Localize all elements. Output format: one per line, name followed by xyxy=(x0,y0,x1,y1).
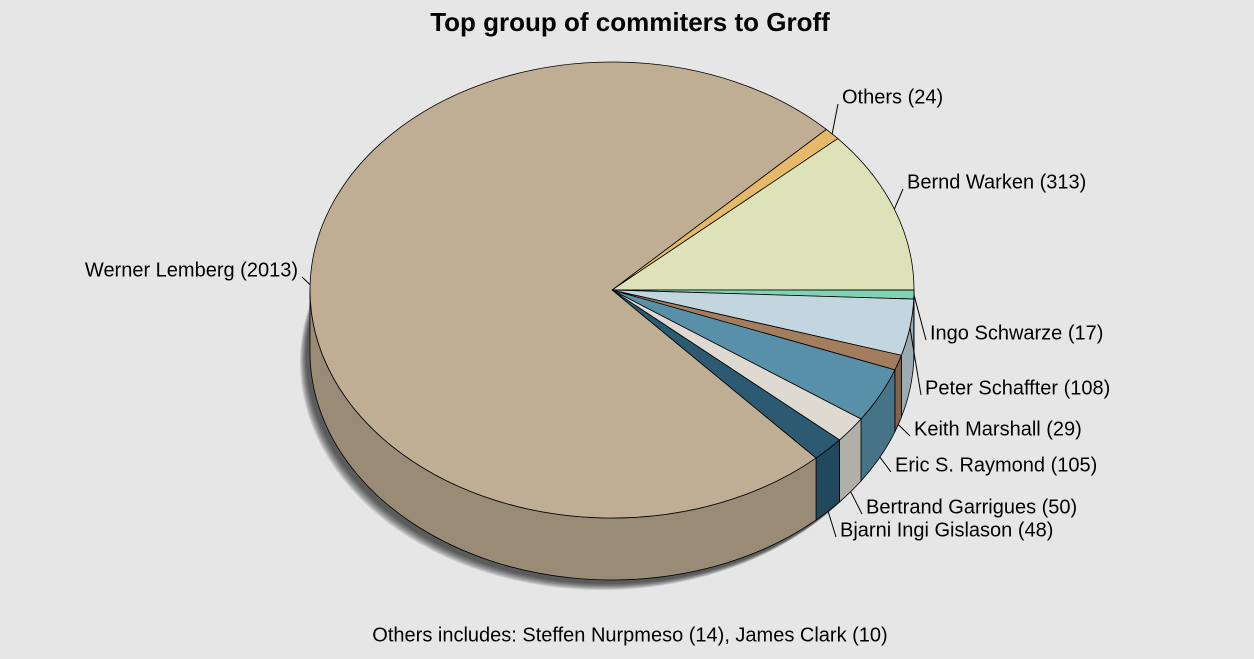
chart-title: Top group of commiters to Groff xyxy=(430,7,830,37)
leader-line xyxy=(827,511,837,538)
leader-line xyxy=(897,424,911,437)
footnote: Others includes: Steffen Nurpmeso (14), … xyxy=(372,624,887,646)
slice-label: Peter Schaffter (108) xyxy=(925,377,1110,399)
leader-line xyxy=(879,456,892,473)
slice-label: Eric S. Raymond (105) xyxy=(895,454,1097,476)
leader-line xyxy=(850,491,863,515)
slice-label: Keith Marshall (29) xyxy=(914,418,1082,440)
slice-label: Others (24) xyxy=(842,86,943,108)
leader-line xyxy=(301,276,311,286)
leader-line xyxy=(909,327,922,396)
leader-line xyxy=(831,103,839,135)
leader-line xyxy=(893,188,904,210)
slice-label: Bjarni Ingi Gislason (48) xyxy=(840,519,1053,541)
leader-line xyxy=(913,294,927,341)
slice-label: Werner Lemberg (2013) xyxy=(85,259,298,281)
slice-label: Ingo Schwarze (17) xyxy=(930,322,1103,344)
slice-label: Bertrand Garrigues (50) xyxy=(866,496,1077,518)
slice-label: Bernd Warken (313) xyxy=(907,171,1086,193)
